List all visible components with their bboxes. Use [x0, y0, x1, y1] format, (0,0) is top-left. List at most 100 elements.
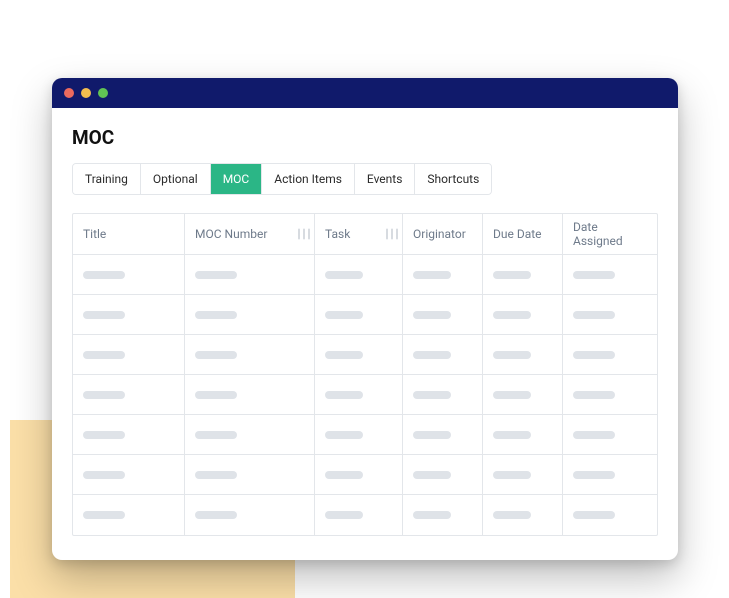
skeleton-placeholder	[493, 391, 531, 399]
skeleton-placeholder	[413, 311, 451, 319]
table-cell	[315, 255, 403, 295]
table-cell	[185, 295, 315, 335]
table-cell	[185, 375, 315, 415]
table-cell	[563, 495, 658, 535]
skeleton-placeholder	[573, 471, 615, 479]
column-header-label: Date Assigned	[573, 220, 649, 248]
table-row	[73, 335, 657, 375]
skeleton-placeholder	[493, 311, 531, 319]
skeleton-placeholder	[413, 271, 451, 279]
skeleton-placeholder	[413, 511, 451, 519]
table-header-row: Title MOC Number Task Originator Due Date Dat…	[73, 214, 657, 255]
skeleton-placeholder	[493, 471, 531, 479]
skeleton-placeholder	[195, 311, 237, 319]
column-header-originator[interactable]: Originator	[403, 214, 483, 255]
table-row	[73, 415, 657, 455]
skeleton-placeholder	[195, 391, 237, 399]
skeleton-placeholder	[493, 271, 531, 279]
table-row	[73, 375, 657, 415]
skeleton-placeholder	[83, 431, 125, 439]
app-window: MOC TrainingOptionalMOCAction ItemsEvent…	[52, 78, 678, 560]
skeleton-placeholder	[195, 511, 237, 519]
table-cell	[403, 375, 483, 415]
tab-optional[interactable]: Optional	[141, 164, 211, 194]
table-row	[73, 495, 657, 535]
table-cell	[73, 495, 185, 535]
skeleton-placeholder	[573, 351, 615, 359]
window-close-icon[interactable]	[64, 88, 74, 98]
skeleton-placeholder	[195, 271, 237, 279]
column-resize-handle-icon[interactable]	[298, 229, 310, 240]
table-cell	[315, 455, 403, 495]
skeleton-placeholder	[83, 471, 125, 479]
window-content: MOC TrainingOptionalMOCAction ItemsEvent…	[52, 108, 678, 560]
skeleton-placeholder	[325, 471, 363, 479]
table-cell	[563, 255, 658, 295]
skeleton-placeholder	[493, 511, 531, 519]
table-cell	[483, 455, 563, 495]
table-cell	[483, 375, 563, 415]
page-title: MOC	[72, 126, 658, 149]
tab-training[interactable]: Training	[73, 164, 141, 194]
column-header-moc-number[interactable]: MOC Number	[185, 214, 315, 255]
table-cell	[483, 415, 563, 455]
table-row	[73, 295, 657, 335]
skeleton-placeholder	[325, 311, 363, 319]
tab-shortcuts[interactable]: Shortcuts	[415, 164, 491, 194]
skeleton-placeholder	[83, 511, 125, 519]
table-row	[73, 255, 657, 295]
skeleton-placeholder	[325, 431, 363, 439]
skeleton-placeholder	[573, 391, 615, 399]
skeleton-placeholder	[325, 271, 363, 279]
skeleton-placeholder	[325, 511, 363, 519]
skeleton-placeholder	[83, 391, 125, 399]
skeleton-placeholder	[195, 351, 237, 359]
skeleton-placeholder	[325, 351, 363, 359]
column-header-label: Due Date	[493, 227, 542, 241]
table-cell	[73, 255, 185, 295]
column-header-date-assigned[interactable]: Date Assigned	[563, 214, 658, 255]
skeleton-placeholder	[195, 471, 237, 479]
table-cell	[403, 255, 483, 295]
table-cell	[563, 295, 658, 335]
tab-events[interactable]: Events	[355, 164, 416, 194]
table-cell	[185, 495, 315, 535]
table-cell	[403, 455, 483, 495]
table-cell	[315, 375, 403, 415]
table-cell	[185, 335, 315, 375]
column-header-label: Task	[325, 227, 350, 241]
table-cell	[185, 255, 315, 295]
column-header-label: MOC Number	[195, 227, 267, 241]
skeleton-placeholder	[573, 431, 615, 439]
table-cell	[403, 295, 483, 335]
table-cell	[403, 335, 483, 375]
table-cell	[563, 375, 658, 415]
column-resize-handle-icon[interactable]	[386, 229, 398, 240]
table-cell	[483, 255, 563, 295]
window-minimize-icon[interactable]	[81, 88, 91, 98]
skeleton-placeholder	[413, 391, 451, 399]
table-cell	[315, 415, 403, 455]
skeleton-placeholder	[573, 311, 615, 319]
column-header-task[interactable]: Task	[315, 214, 403, 255]
table-cell	[73, 335, 185, 375]
skeleton-placeholder	[83, 351, 125, 359]
window-titlebar	[52, 78, 678, 108]
column-header-due-date[interactable]: Due Date	[483, 214, 563, 255]
tab-bar: TrainingOptionalMOCAction ItemsEventsSho…	[72, 163, 492, 195]
tab-action-items[interactable]: Action Items	[262, 164, 355, 194]
table-cell	[185, 415, 315, 455]
tab-moc[interactable]: MOC	[211, 164, 263, 194]
table-cell	[315, 295, 403, 335]
table-cell	[403, 415, 483, 455]
table-cell	[563, 415, 658, 455]
column-header-label: Originator	[413, 227, 466, 241]
table-cell	[73, 295, 185, 335]
table-cell	[403, 495, 483, 535]
skeleton-placeholder	[195, 431, 237, 439]
skeleton-placeholder	[413, 431, 451, 439]
column-header-title[interactable]: Title	[73, 214, 185, 255]
table-cell	[73, 415, 185, 455]
skeleton-placeholder	[413, 471, 451, 479]
window-maximize-icon[interactable]	[98, 88, 108, 98]
